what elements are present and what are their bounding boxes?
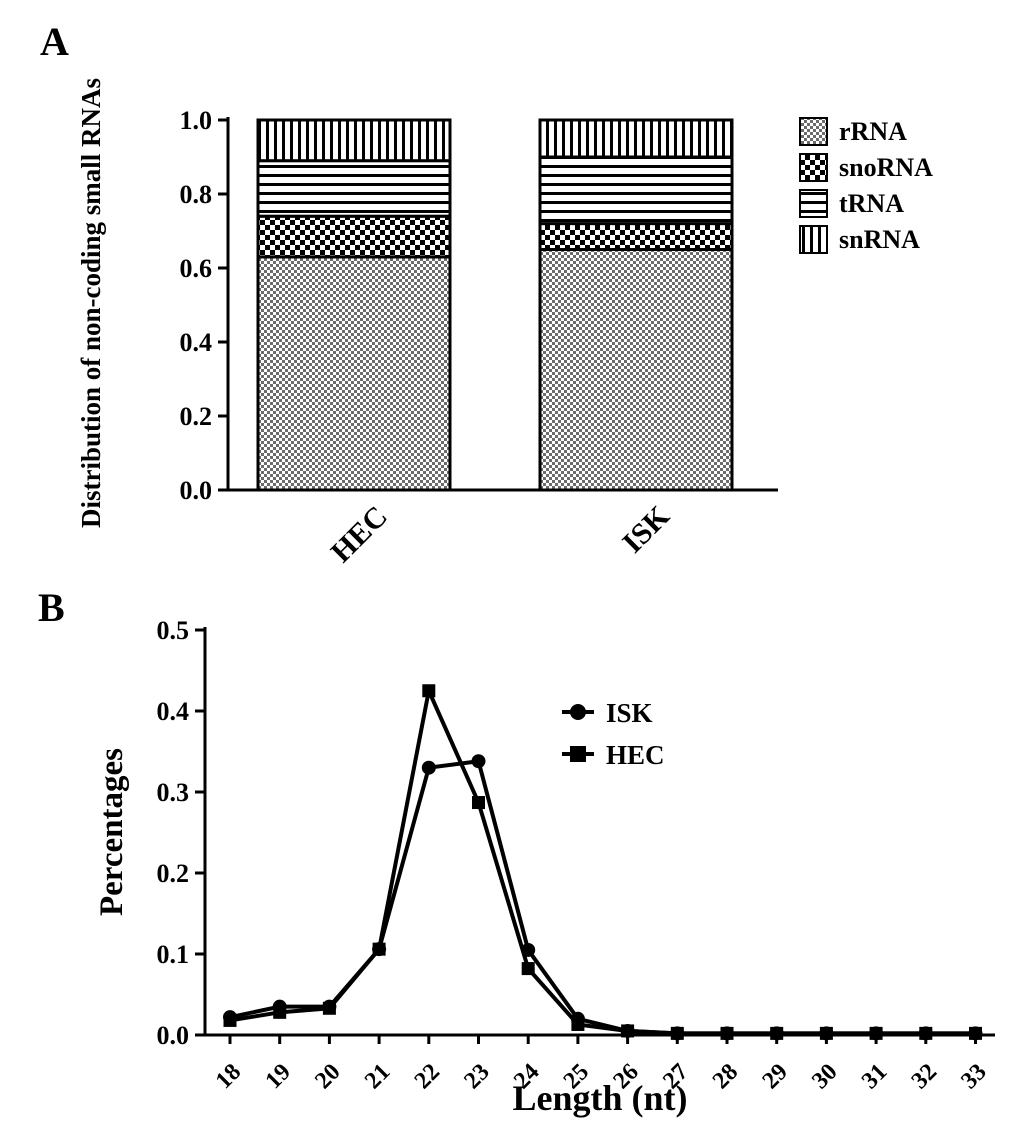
- y-tick-label: 0.1: [157, 940, 190, 969]
- stacked-bar-chart: 0.0 0.2 0.4 0.6 0.8 1.0 Distribution of non-co…: [76, 78, 933, 569]
- data-point-HEC: [571, 1017, 585, 1031]
- y-tick-label: 0.2: [157, 859, 190, 888]
- data-point-HEC: [969, 1026, 982, 1040]
- data-point-HEC: [621, 1024, 635, 1038]
- legend-label-rRNA: rRNA: [839, 117, 907, 146]
- data-point-HEC: [223, 1013, 237, 1027]
- bar-segment-snoRNA: [538, 222, 734, 252]
- x-tick-label: 21: [360, 1059, 395, 1094]
- bar-segment-rRNA: [538, 248, 734, 492]
- x-tick-label: 19: [261, 1059, 296, 1094]
- data-point-HEC: [422, 684, 436, 698]
- x-tick-label: 23: [459, 1059, 494, 1094]
- x-category-label: ISK: [616, 499, 676, 559]
- y-tick-label: 0.8: [180, 180, 213, 209]
- y-tick-label: 0.4: [157, 697, 190, 726]
- bar-segment-tRNA: [538, 155, 734, 226]
- series-line-HEC: [229, 684, 976, 1036]
- legend-label-tRNA: tRNA: [839, 189, 904, 218]
- y-tick-label: 0.3: [157, 778, 190, 807]
- y-tick-label: 1.0: [180, 106, 213, 135]
- y-axis-title: Percentages: [94, 748, 130, 916]
- x-tick-label: 22: [410, 1059, 445, 1094]
- x-tick-label: 32: [907, 1059, 942, 1094]
- legend-label-snoRNA: snoRNA: [839, 153, 933, 182]
- legend-swatch-tRNA: [799, 189, 828, 218]
- data-point-HEC: [919, 1026, 933, 1040]
- legend-swatch-rRNA: [799, 117, 828, 146]
- data-point-HEC: [521, 962, 535, 976]
- x-tick-label: 20: [310, 1059, 345, 1094]
- x-tick-label: 33: [956, 1059, 991, 1094]
- y-tick-label: 0.2: [180, 402, 213, 431]
- y-tick-label: 0.4: [180, 328, 213, 357]
- y-axis-title: Distribution of non-coding small RNAs: [76, 78, 106, 528]
- y-tick-label: 0.5: [157, 616, 190, 645]
- x-tick-label: 31: [857, 1059, 892, 1094]
- x-tick-label: 29: [758, 1059, 793, 1094]
- x-tick-label: 30: [807, 1059, 842, 1094]
- legend-label-snRNA: snRNA: [839, 225, 920, 254]
- data-point-ISK: [471, 754, 486, 769]
- bar-segment-tRNA: [256, 159, 452, 218]
- data-point-HEC: [670, 1026, 684, 1040]
- data-point-HEC: [273, 1005, 287, 1019]
- data-point-HEC: [720, 1026, 734, 1040]
- bar-segment-snRNA: [538, 118, 734, 159]
- data-point-HEC: [322, 1001, 336, 1015]
- x-axis-title: Length (nt): [512, 1078, 687, 1118]
- bar-segment-rRNA: [256, 255, 452, 492]
- y-tick-label: 0.0: [180, 476, 213, 505]
- legend-marker-HEC: [570, 746, 586, 762]
- legend-label-ISK: ISK: [606, 698, 653, 728]
- bar-segment-snoRNA: [256, 214, 452, 259]
- data-point-HEC: [819, 1026, 833, 1040]
- y-tick-label: 0.0: [157, 1021, 190, 1050]
- y-tick-label: 0.6: [180, 254, 213, 283]
- x-tick-label: 28: [708, 1059, 743, 1094]
- legend-marker-ISK: [570, 704, 586, 720]
- legend-swatch-snRNA: [799, 225, 828, 254]
- legend-swatch-snoRNA: [799, 153, 828, 182]
- data-point-HEC: [869, 1026, 883, 1040]
- data-point-HEC: [770, 1026, 784, 1040]
- line-chart: 0.00.10.20.30.40.518 19 20 21 22 23 24 25 26 27 28…: [94, 616, 995, 1118]
- data-point-ISK: [421, 760, 436, 775]
- bar-segment-snRNA: [256, 118, 452, 163]
- legend-label-HEC: HEC: [606, 740, 665, 770]
- data-point-HEC: [372, 942, 386, 956]
- panel-b-label: B: [38, 585, 65, 630]
- x-category-label: HEC: [325, 500, 394, 569]
- panel-a-label: A: [40, 19, 69, 64]
- x-tick-label: 18: [211, 1059, 246, 1094]
- data-point-HEC: [472, 796, 485, 810]
